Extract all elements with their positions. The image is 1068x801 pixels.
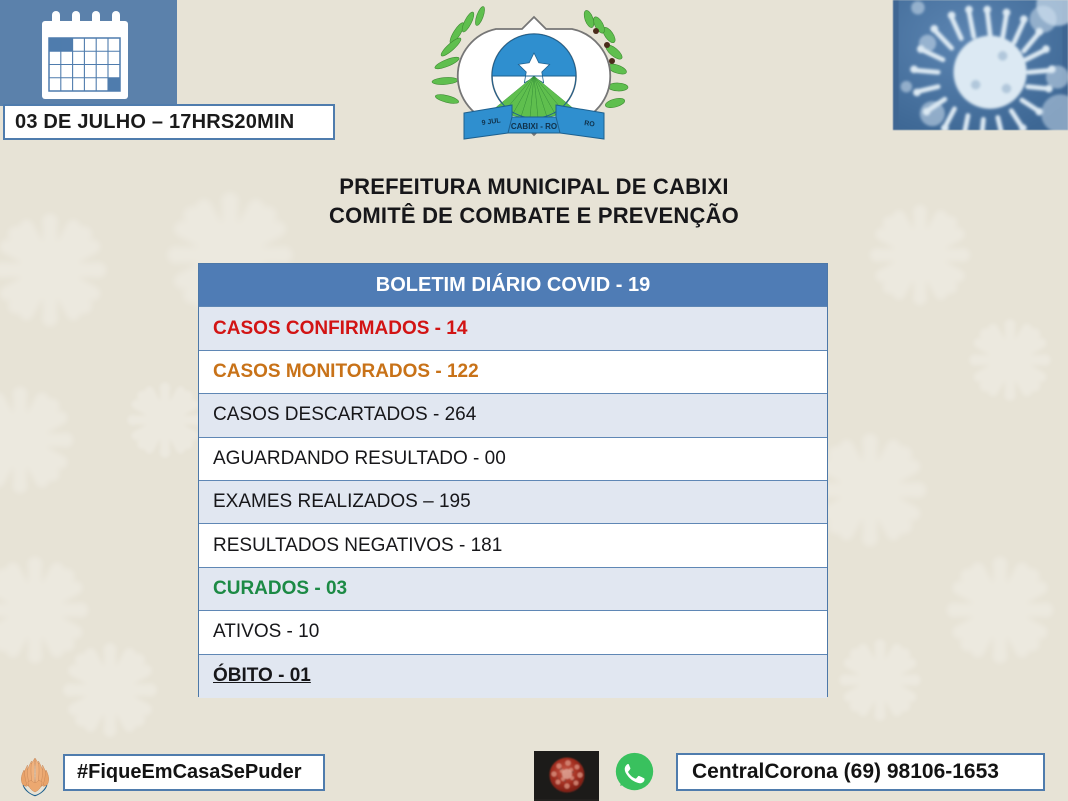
svg-text:CABIXI - RO: CABIXI - RO: [511, 122, 557, 131]
